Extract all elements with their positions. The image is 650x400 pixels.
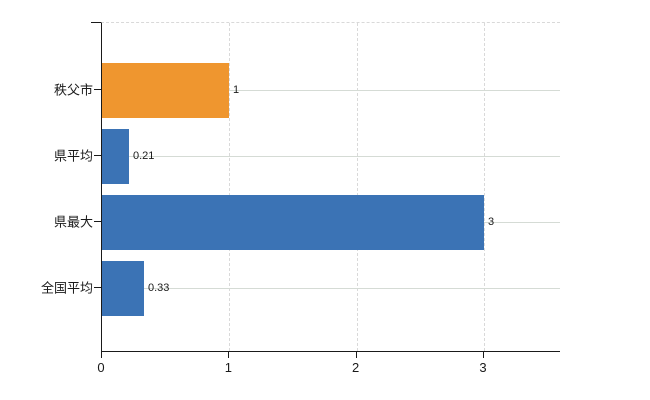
x-axis-tick [483, 352, 484, 358]
y-axis-tick [94, 221, 101, 222]
bar-秩父市 [102, 63, 229, 118]
category-label-県最大: 県最大 [53, 214, 93, 230]
bar-県平均 [102, 129, 129, 184]
plot-area: 1 0.21 3 0.33 [101, 22, 560, 352]
x-tick-label: 1 [224, 360, 232, 375]
vertical-gridline [356, 23, 358, 351]
category-label-全国平均: 全国平均 [40, 280, 93, 296]
value-label: 1 [233, 84, 240, 96]
category-label-県平均: 県平均 [53, 148, 93, 164]
category-gridline [102, 90, 560, 91]
category-label-秩父市: 秩父市 [53, 82, 93, 98]
value-label: 0.21 [133, 150, 155, 162]
bar-県最大 [102, 195, 484, 250]
x-axis-tick [101, 352, 102, 358]
vertical-gridline [484, 23, 485, 351]
x-tick-label: 2 [352, 360, 360, 375]
bar-全国平均 [102, 261, 144, 316]
x-axis-tick [228, 352, 230, 358]
x-tick-label: 0 [97, 360, 105, 375]
y-axis-tick [94, 287, 101, 288]
y-axis-tick [94, 89, 101, 90]
category-gridline [102, 288, 560, 289]
value-label: 0.33 [148, 282, 170, 294]
x-tick-label: 3 [479, 360, 487, 375]
y-axis-tick [94, 155, 101, 156]
y-axis-top-tick [91, 22, 101, 23]
vertical-gridline [229, 23, 231, 351]
x-axis-tick [355, 352, 357, 358]
category-axis: 秩父市県平均県最大全国平均 [0, 0, 93, 400]
value-label: 3 [488, 216, 495, 228]
category-gridline [102, 156, 560, 157]
